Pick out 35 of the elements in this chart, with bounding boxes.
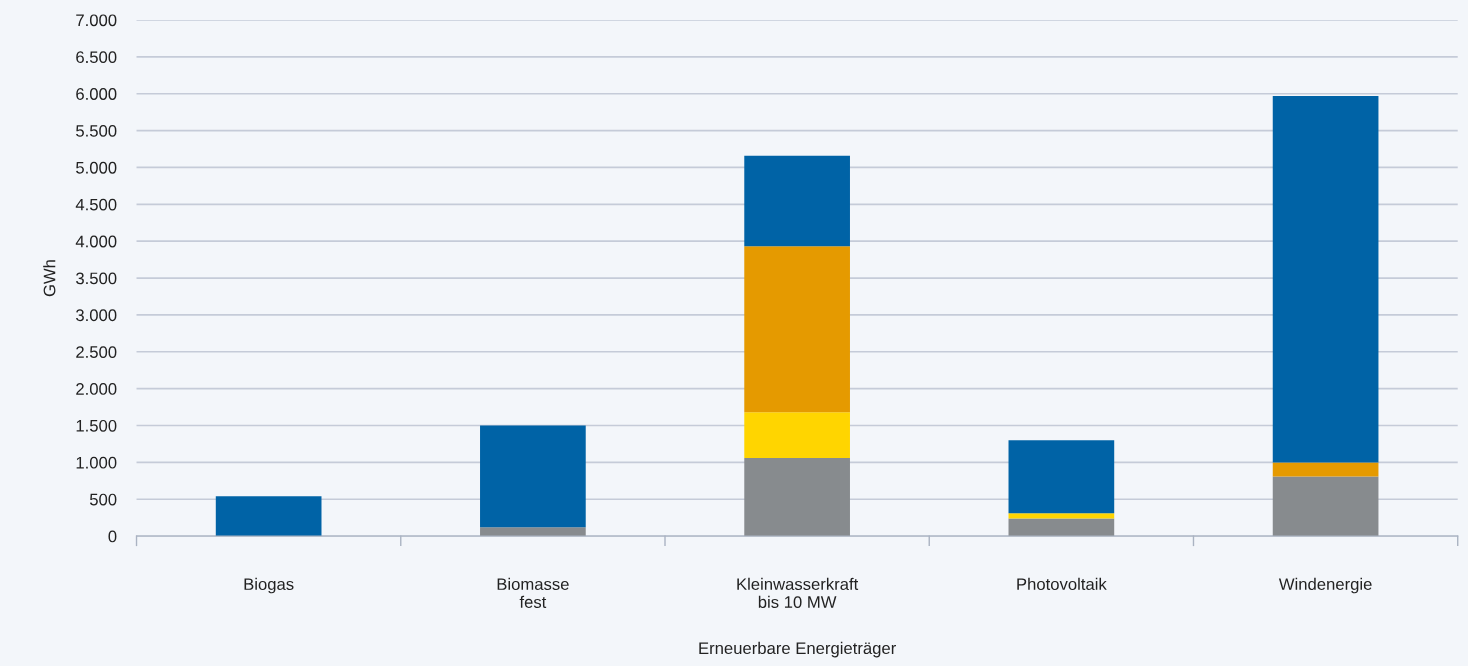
bar <box>215 496 322 537</box>
x-tick-label: Biogas <box>244 577 294 594</box>
x-axis-title: Erneuerbare Energieträger <box>699 641 896 658</box>
y-tick-label: 2.500 <box>76 346 117 358</box>
bar <box>480 527 586 537</box>
x-tick-label: Windenergie <box>1278 577 1372 594</box>
y-tick-label: 0 <box>108 530 117 543</box>
y-axis-title: GWh <box>43 260 56 297</box>
bar <box>1008 513 1115 519</box>
y-tick-label: 5.000 <box>76 161 117 174</box>
y-tick-label: 1.500 <box>76 419 117 432</box>
x-tick-label: Biomasse fest <box>497 577 569 608</box>
y-tick-label: 6.000 <box>76 88 117 100</box>
y-tick-label: 2.000 <box>76 383 117 395</box>
bar <box>480 425 586 528</box>
y-tick-label: 500 <box>89 493 117 506</box>
y-tick-label: 3.500 <box>76 272 117 285</box>
x-tick-label: Kleinwasserkraft bis 10 MW <box>737 577 859 608</box>
bar <box>744 457 850 537</box>
y-tick-label: 6.500 <box>76 51 117 64</box>
bar <box>744 155 850 247</box>
bar <box>744 412 850 458</box>
y-tick-label: 4.000 <box>75 235 117 248</box>
y-tick-label: 7.000 <box>76 14 117 27</box>
bar <box>1272 95 1379 463</box>
y-tick-label: 1.000 <box>76 456 117 469</box>
bar <box>1272 462 1379 477</box>
bar <box>1272 476 1379 537</box>
y-tick-label: 5.500 <box>76 124 117 137</box>
y-tick-label: 3.000 <box>76 309 117 322</box>
y-tick-label: 4.500 <box>75 198 117 211</box>
bar <box>1008 518 1115 537</box>
bar <box>1008 440 1115 514</box>
x-tick-label: Photovoltaik <box>1017 577 1107 591</box>
bar <box>744 246 850 413</box>
